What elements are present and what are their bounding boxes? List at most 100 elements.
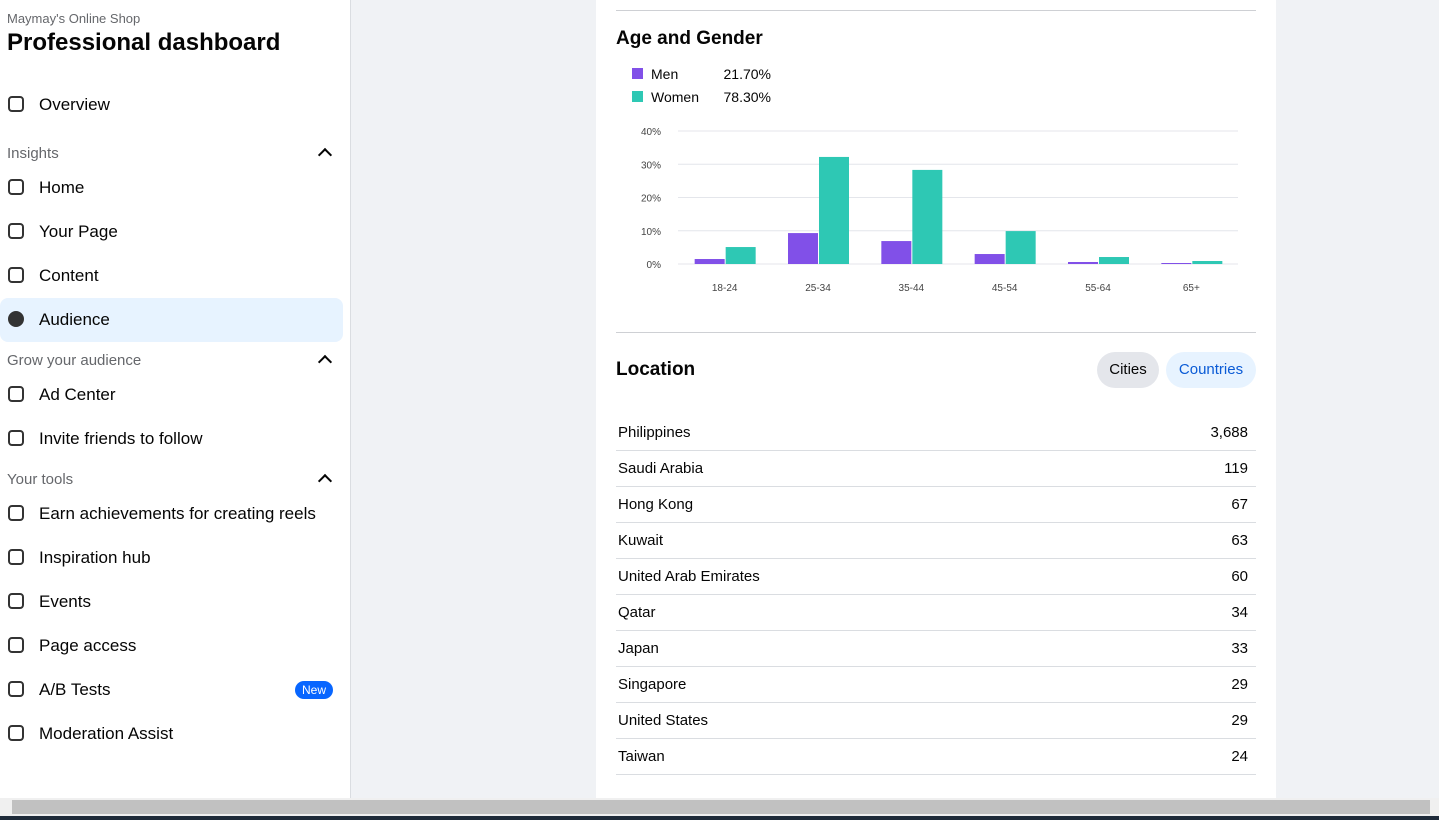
nav-item[interactable]: Inspiration hub (0, 536, 343, 580)
section-header: Your tools (7, 471, 74, 488)
nav-item[interactable]: Moderation Assist (0, 712, 343, 756)
y-tick-label: 0% (647, 260, 662, 271)
bar (1005, 231, 1036, 264)
x-tick-label: 55-64 (1085, 283, 1111, 294)
x-tick-label: 65+ (1183, 283, 1200, 294)
country-count: 29 (1231, 712, 1248, 729)
nav-item[interactable]: Overview (0, 83, 343, 127)
location-row: Japan 33 (616, 631, 1256, 667)
location-row: Singapore 29 (616, 667, 1256, 703)
nav-label: Ad Center (39, 385, 116, 404)
bar (694, 259, 725, 264)
location-tab[interactable]: Cities (1097, 352, 1159, 388)
nav-label: Moderation Assist (39, 724, 174, 743)
country-count: 34 (1231, 604, 1248, 621)
nav-label: Page access (39, 636, 137, 655)
nav-item[interactable]: Your Page (0, 210, 343, 254)
collapse-toggle[interactable] (317, 473, 333, 489)
nav-item[interactable]: Content (0, 254, 343, 298)
country-name: Taiwan (618, 748, 665, 765)
country-name: Singapore (618, 676, 687, 693)
y-tick-label: 20% (641, 194, 661, 205)
sidebar: Maymay's Online Shop Professional dashbo… (0, 0, 351, 798)
bar (881, 241, 912, 264)
country-count: 60 (1231, 568, 1248, 585)
bar (974, 254, 1005, 264)
y-tick-label: 40% (641, 127, 661, 138)
nav-item[interactable]: Home (0, 166, 343, 210)
nav-label: A/B Tests (39, 680, 111, 699)
location-row: Philippines 3,688 (616, 415, 1256, 451)
country-count: 63 (1231, 532, 1248, 549)
nav-icon (8, 386, 24, 402)
y-tick-label: 30% (641, 160, 661, 171)
location-row: United States 29 (616, 703, 1256, 739)
bar (819, 156, 849, 264)
nav-icon (8, 725, 24, 741)
nav-icon (8, 96, 24, 112)
location-title: Location (616, 359, 696, 380)
bar (788, 233, 818, 264)
nav-icon (8, 223, 24, 239)
nav-item[interactable]: Audience (0, 298, 343, 342)
legend-label: Men (651, 66, 678, 82)
country-name: Kuwait (618, 532, 664, 549)
horizontal-scrollbar[interactable] (0, 798, 1439, 820)
nav-label: Earn achievements for creating reels (39, 504, 316, 523)
country-count: 29 (1231, 676, 1248, 693)
bar (912, 169, 943, 264)
card (596, 0, 1276, 798)
country-name: Hong Kong (618, 496, 694, 513)
legend-swatch (632, 91, 643, 102)
nav-item[interactable]: Events (0, 580, 343, 624)
nav-item[interactable]: Invite friends to follow (0, 417, 343, 461)
nav-label: Content (39, 266, 99, 285)
collapse-toggle[interactable] (317, 147, 333, 163)
nav-label: Overview (39, 95, 110, 114)
nav-icon (8, 637, 24, 653)
age-gender-chart: Age and Gender Men 21.70% Women 78.30% 0% 10%… (616, 10, 1256, 333)
nav-item[interactable]: A/B Tests New (0, 668, 343, 712)
country-count: 33 (1231, 640, 1248, 657)
country-count: 24 (1231, 748, 1248, 765)
bar (1068, 262, 1098, 264)
country-name: United Arab Emirates (618, 568, 760, 585)
country-name: United States (618, 712, 709, 729)
legend-label: Women (651, 89, 699, 105)
bar (1161, 263, 1192, 264)
nav-icon (8, 267, 24, 283)
bar (1099, 257, 1129, 264)
country-count: 3,688 (1210, 424, 1248, 441)
nav-label: Home (39, 178, 85, 197)
location-row: Taiwan 24 (616, 739, 1256, 775)
country-name: Saudi Arabia (618, 460, 704, 477)
location-row: United Arab Emirates 60 (616, 559, 1256, 595)
nav-item[interactable]: Ad Center (0, 373, 343, 417)
nav-icon (8, 549, 24, 565)
legend-swatch (632, 68, 643, 79)
shop-name: Maymay's Online Shop (7, 11, 141, 26)
section-header: Insights (7, 145, 59, 162)
nav-item[interactable]: Page access (0, 624, 343, 668)
nav-icon (8, 681, 24, 697)
scroll-thumb[interactable] (12, 800, 1430, 814)
nav-icon (8, 179, 24, 195)
collapse-toggle[interactable] (317, 354, 333, 370)
nav-label: Events (39, 592, 91, 611)
x-tick-label: 45-54 (992, 283, 1018, 294)
legend-share: 78.30% (724, 89, 771, 105)
x-tick-label: 25-34 (805, 283, 831, 294)
nav-item[interactable]: Earn achievements for creating reels (0, 492, 343, 536)
country-name: Qatar (618, 604, 656, 621)
nav-label: Inspiration hub (39, 548, 151, 567)
x-tick-label: 35-44 (899, 283, 925, 294)
x-tick-label: 18-24 (712, 283, 738, 294)
country-name: Philippines (618, 424, 691, 441)
bar (725, 247, 756, 264)
dashboard-title: Professional dashboard (7, 29, 281, 56)
country-count: 67 (1231, 496, 1248, 513)
location-row: Saudi Arabia 119 (616, 451, 1256, 487)
location-tab[interactable]: Countries (1166, 352, 1256, 388)
bar (1192, 261, 1223, 264)
